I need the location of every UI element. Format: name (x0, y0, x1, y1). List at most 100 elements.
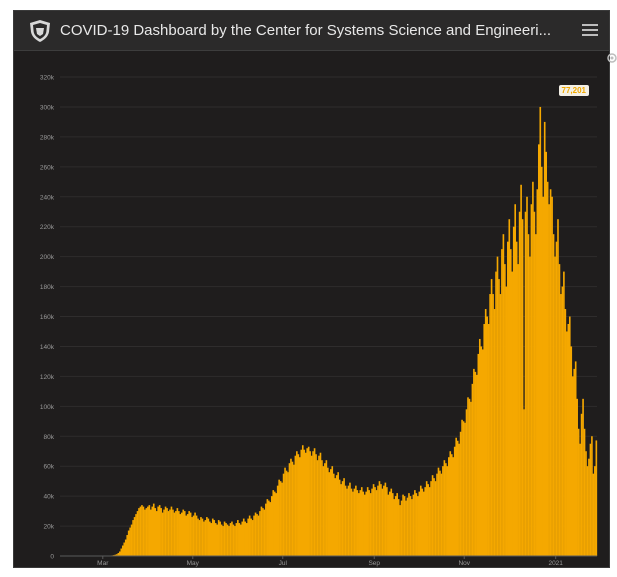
bar (498, 279, 500, 556)
bar (419, 485, 422, 556)
bar (347, 485, 350, 556)
bar (301, 445, 304, 556)
bar (391, 493, 394, 556)
y-tick-label: 60k (44, 464, 55, 471)
bar (203, 521, 205, 556)
bar (338, 479, 341, 556)
bar (273, 491, 276, 556)
bar (288, 463, 291, 556)
bar (515, 241, 518, 556)
bar (568, 316, 571, 556)
bar (327, 467, 329, 556)
bar (263, 509, 266, 556)
bar (511, 271, 514, 556)
bar (480, 346, 483, 556)
bar (318, 455, 320, 556)
bar (269, 502, 272, 556)
bar (127, 530, 130, 556)
bar (294, 455, 297, 556)
bar (344, 485, 347, 556)
bar (570, 346, 573, 556)
bar (486, 316, 488, 556)
bar (352, 491, 354, 556)
bar (198, 520, 201, 556)
bar (147, 506, 149, 556)
hamburger-menu-icon[interactable] (579, 19, 601, 41)
bar (206, 517, 208, 556)
bar (152, 503, 155, 556)
bar (268, 500, 270, 556)
bar (470, 401, 472, 556)
bar (546, 181, 549, 556)
bar (360, 487, 363, 556)
bar (452, 457, 455, 556)
bar (312, 451, 314, 556)
bar (217, 520, 220, 556)
bar (464, 422, 466, 556)
bar (272, 490, 275, 556)
bar (465, 409, 468, 556)
bar (238, 523, 241, 556)
bar (251, 520, 254, 556)
bar (170, 506, 173, 556)
y-tick-label: 100k (40, 404, 55, 411)
bar (445, 463, 447, 556)
bar (434, 481, 437, 556)
bar (355, 485, 357, 556)
bar (437, 467, 440, 556)
y-tick-label: 240k (40, 194, 55, 201)
bar (276, 485, 279, 556)
bar (555, 241, 558, 556)
bar (448, 457, 450, 556)
bar (120, 548, 123, 556)
bar (532, 181, 534, 556)
bar (409, 496, 412, 557)
bar (436, 473, 438, 556)
bar (232, 524, 235, 556)
bar (527, 234, 530, 557)
bar (188, 511, 190, 556)
bar (388, 491, 391, 556)
bar (346, 488, 348, 556)
bar (303, 449, 306, 556)
bar (551, 196, 553, 556)
bar (169, 509, 171, 556)
bar (499, 294, 502, 556)
daily-cases-chart: 0 20k 40k 60k 80k 100k 120k 140k 160k 180k 200k 220… (40, 75, 598, 567)
bar (328, 472, 331, 556)
y-tick-label: 280k (40, 134, 55, 141)
bar (471, 383, 474, 556)
bar (408, 493, 410, 556)
bar (262, 508, 264, 556)
bar (270, 496, 273, 557)
x-tick-label: Jul (279, 560, 288, 567)
bar (424, 487, 427, 556)
bar (189, 512, 192, 556)
bar (359, 490, 362, 556)
x-tick-label: Mar (97, 560, 109, 567)
bar (428, 487, 431, 556)
bar (505, 286, 508, 556)
bar (325, 460, 328, 556)
bar (366, 487, 369, 556)
y-tick-label: 320k (40, 75, 55, 82)
x-tick-label: Sep (368, 560, 380, 567)
bar (539, 106, 542, 556)
bar (387, 494, 390, 556)
bar (158, 505, 161, 556)
bar (478, 338, 481, 556)
bar (406, 497, 409, 556)
bar (524, 211, 527, 556)
bar (167, 511, 170, 556)
bar (307, 446, 310, 556)
bar (402, 494, 404, 556)
bar (595, 440, 598, 556)
bar (520, 184, 522, 556)
bar (372, 484, 375, 556)
bar (329, 469, 332, 556)
bar (132, 520, 134, 556)
bar (508, 219, 511, 556)
bar (210, 523, 213, 556)
bar (358, 493, 360, 556)
options-icon[interactable] (607, 53, 617, 63)
